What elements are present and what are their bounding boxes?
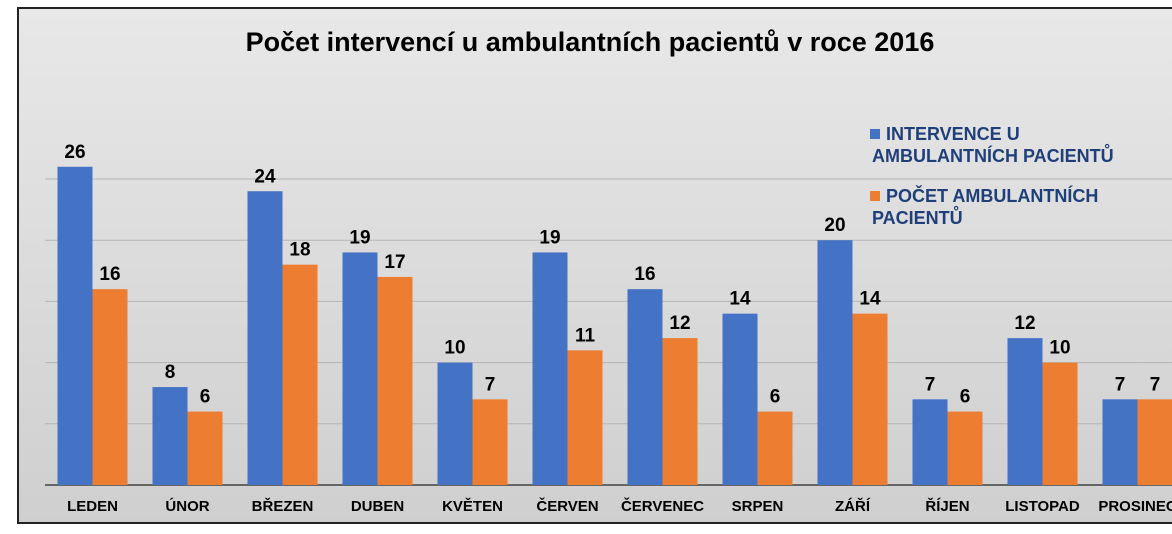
bar [532, 252, 568, 485]
data-label: 19 [539, 227, 560, 248]
bar [627, 289, 663, 485]
data-label: 6 [200, 387, 211, 408]
bar [187, 411, 223, 485]
x-tick-label: BŘEZEN [252, 497, 314, 515]
bar [57, 166, 93, 485]
data-label: 16 [634, 264, 655, 285]
bar [1137, 399, 1172, 485]
legend-swatch [870, 129, 880, 139]
data-label: 7 [1150, 374, 1161, 395]
bar [1007, 338, 1043, 485]
bar [852, 313, 888, 485]
data-label: 20 [824, 215, 845, 236]
data-label: 7 [925, 374, 936, 395]
x-tick-label: LEDEN [67, 498, 118, 515]
data-label: 24 [254, 166, 276, 187]
data-label: 14 [859, 289, 881, 310]
data-label: 6 [960, 387, 971, 408]
bar [92, 289, 128, 485]
legend-swatch [870, 191, 880, 201]
data-label: 17 [384, 252, 405, 273]
data-label: 7 [485, 374, 496, 395]
bar [247, 191, 283, 486]
bar [757, 411, 793, 485]
bar [1042, 362, 1078, 485]
x-tick-label: SRPEN [732, 498, 784, 515]
data-label: 19 [349, 227, 370, 248]
data-label: 7 [1115, 374, 1126, 395]
data-label: 16 [99, 264, 120, 285]
x-tick-label: ÚNOR [165, 497, 209, 515]
bar [282, 264, 318, 485]
bar [662, 338, 698, 485]
data-label: 10 [1049, 338, 1070, 359]
data-label: 14 [729, 289, 751, 310]
bar [152, 387, 188, 485]
data-label: 12 [1014, 313, 1035, 334]
x-tick-label: ČERVENEC [621, 497, 704, 515]
data-label: 26 [64, 142, 85, 163]
legend-label: POČET AMBULANTNÍCH PACIENTŮ [872, 185, 1098, 228]
x-tick-label: PROSINEC [1098, 498, 1172, 515]
x-tick-label: DUBEN [351, 498, 404, 515]
data-label: 12 [669, 313, 690, 334]
bar [817, 240, 853, 485]
bar [947, 411, 983, 485]
bar [1102, 399, 1138, 485]
legend-label: INTERVENCE U AMBULANTNÍCH PACIENTŮ [872, 124, 1114, 166]
data-label: 18 [289, 240, 310, 261]
bar [567, 350, 603, 485]
data-label: 6 [770, 387, 781, 408]
data-label: 11 [575, 325, 596, 346]
data-label: 10 [444, 338, 465, 359]
x-tick-label: LISTOPAD [1005, 498, 1080, 515]
data-label: 8 [165, 362, 176, 383]
x-tick-label: ZÁŘÍ [835, 497, 871, 515]
x-tick-label: ŘÍJEN [925, 497, 969, 515]
bar [912, 399, 948, 485]
bar [472, 399, 508, 485]
x-tick-label: KVĚTEN [442, 497, 503, 515]
bar [342, 252, 378, 485]
x-tick-label: ČERVEN [536, 497, 598, 515]
bar [437, 362, 473, 485]
chart-title: Počet intervencí u ambulantních pacientů… [246, 27, 935, 57]
bar [377, 276, 413, 485]
bar [722, 313, 758, 485]
